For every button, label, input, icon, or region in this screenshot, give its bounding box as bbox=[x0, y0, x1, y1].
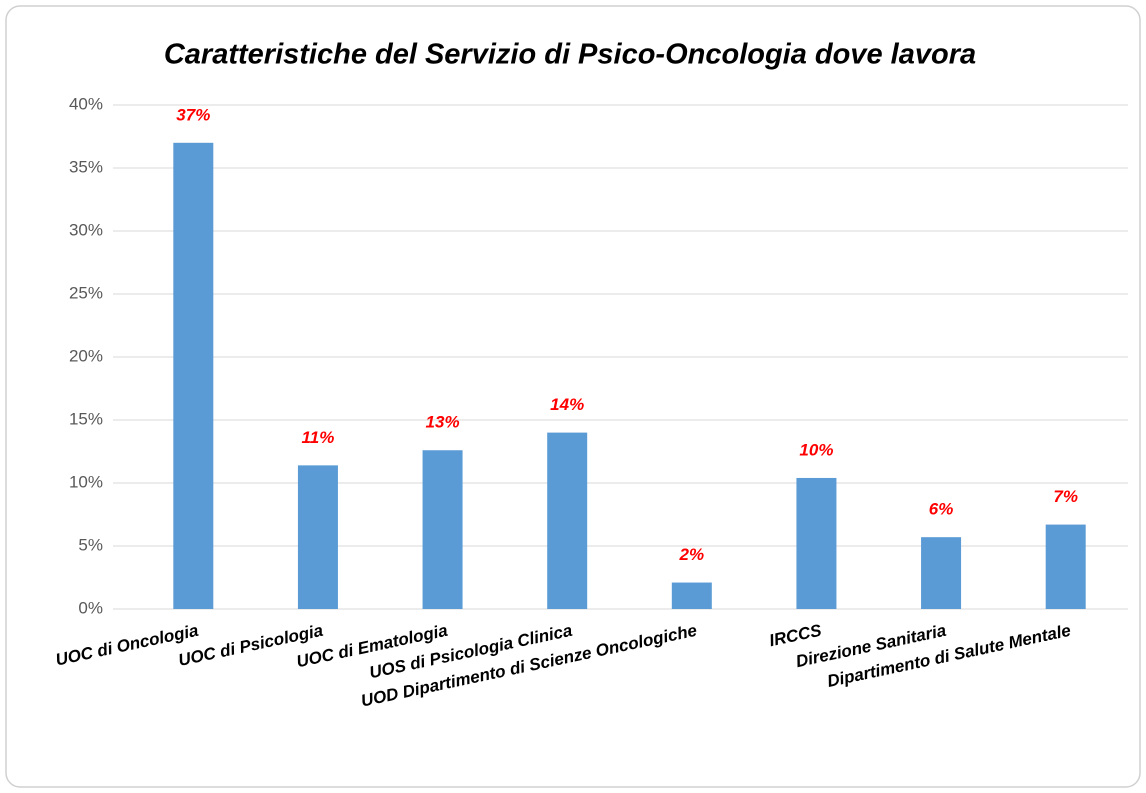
bar bbox=[297, 465, 338, 609]
chart-title: Caratteristiche del Servizio di Psico-On… bbox=[164, 39, 976, 71]
y-tick-label: 5% bbox=[78, 535, 103, 554]
data-label: 2% bbox=[679, 545, 705, 564]
data-label: 7% bbox=[1053, 487, 1078, 506]
y-tick-label: 15% bbox=[69, 409, 103, 428]
y-tick-label: 25% bbox=[69, 283, 103, 302]
data-label: 14% bbox=[550, 395, 584, 414]
y-tick-label: 35% bbox=[69, 157, 103, 176]
bar bbox=[173, 142, 214, 610]
bar bbox=[921, 537, 962, 609]
bar bbox=[547, 432, 588, 609]
bar bbox=[671, 582, 712, 609]
chart-border bbox=[5, 5, 1141, 788]
y-tick-label: 30% bbox=[69, 220, 103, 239]
data-label: 6% bbox=[929, 500, 954, 519]
data-label: 11% bbox=[302, 428, 335, 447]
data-label: 37% bbox=[176, 105, 210, 124]
y-tick-label: 10% bbox=[69, 472, 103, 491]
y-tick-label: 40% bbox=[69, 94, 103, 113]
data-label: 10% bbox=[799, 440, 833, 459]
data-label: 13% bbox=[426, 413, 460, 432]
bar bbox=[1045, 524, 1086, 609]
y-tick-label: 0% bbox=[78, 598, 103, 617]
bar bbox=[422, 450, 463, 609]
y-tick-label: 20% bbox=[69, 346, 103, 365]
bar bbox=[796, 477, 837, 609]
